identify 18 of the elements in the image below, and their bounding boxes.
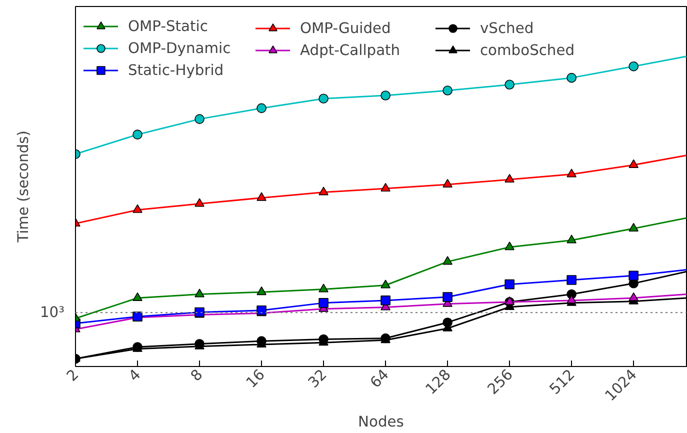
legend-label: vSched	[480, 20, 534, 36]
legend-label: OMP-Guided	[300, 20, 391, 36]
x-tick-label: 2	[64, 366, 82, 385]
x-tick-label: 64	[367, 366, 392, 392]
legend-label: OMP-Dynamic	[128, 40, 231, 56]
x-tick-label: 16	[243, 366, 268, 392]
legend-label: Static-Hybrid	[128, 62, 224, 78]
x-tick-label: 128	[422, 366, 454, 398]
x-tick-label: 512	[546, 366, 578, 398]
x-axis-title: Nodes	[358, 414, 404, 431]
x-tick-label: 32	[305, 366, 330, 392]
legend-label: Adpt-Callpath	[300, 42, 400, 58]
x-tick-label: 4	[126, 366, 144, 385]
y-axis-title: Time (seconds)	[14, 130, 32, 244]
legend-label: OMP-Static	[128, 18, 208, 34]
text: 10³	[40, 304, 65, 322]
legend-label: comboSched	[480, 42, 575, 58]
x-tick-label: 8	[188, 366, 206, 385]
